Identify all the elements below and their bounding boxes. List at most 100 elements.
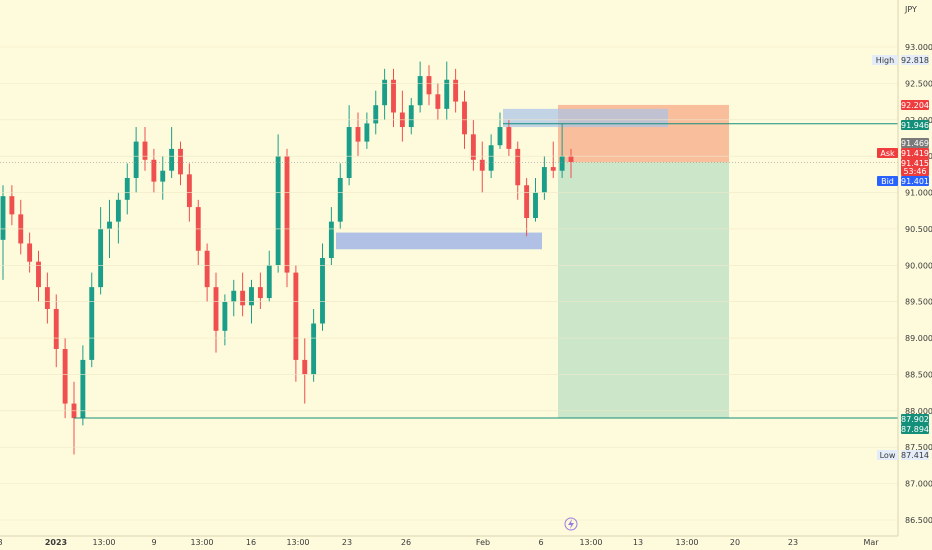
candle-body <box>311 323 317 375</box>
candle-body <box>550 167 556 171</box>
currency-label: JPY <box>904 5 917 14</box>
time-tick-label: 20 <box>730 538 740 547</box>
price-tick-label: 90.500 <box>905 225 932 234</box>
time-tick-label: 13:00 <box>675 538 698 547</box>
ask-label-prefix-bg <box>877 148 898 158</box>
resistance-label: 91.946 <box>901 121 929 130</box>
resistance-label-bg <box>901 120 929 130</box>
candle-body <box>124 177 130 200</box>
target-label: 87.902 <box>901 415 929 424</box>
candle-body <box>541 167 547 193</box>
candle-body <box>373 105 379 124</box>
candle-body <box>568 156 574 162</box>
candle-body <box>80 359 86 419</box>
time-tick-label: 6 <box>538 538 543 547</box>
target2-label-bg <box>901 424 929 434</box>
candle-body <box>435 94 441 109</box>
low-label-bg <box>901 450 929 460</box>
last-label: 91.469 <box>901 139 929 148</box>
time-tick-label: 13 <box>633 538 643 547</box>
candle-body <box>479 159 485 171</box>
candle-body <box>160 170 166 182</box>
demand-zone[interactable] <box>336 232 542 250</box>
target-label-bg <box>901 414 929 424</box>
candle-body <box>27 243 33 262</box>
candle-body <box>293 272 299 360</box>
ask-label-prefix: Ask <box>880 149 895 158</box>
low-label-prefix: Low <box>880 451 896 460</box>
price-tick-label: 92.500 <box>905 79 932 88</box>
candle-body <box>470 134 476 160</box>
candle-body <box>36 261 41 288</box>
candle-body <box>231 290 237 302</box>
candle-body <box>178 148 183 175</box>
time-tick-label: 23 <box>788 538 798 547</box>
price-tick-label: 86.500 <box>905 516 932 525</box>
candle-body <box>213 287 219 331</box>
candle-body <box>426 76 432 95</box>
candle-body <box>133 141 139 178</box>
candle-body <box>169 148 175 171</box>
high-label: 92.818 <box>901 56 929 65</box>
candle-body <box>98 228 104 288</box>
candle-body <box>142 141 148 160</box>
candles-layer <box>0 61 574 455</box>
time-tick-label: 23 <box>342 538 352 547</box>
time-tick-label: 13:00 <box>190 538 213 547</box>
candle-body <box>506 127 512 149</box>
candle-body <box>275 156 281 266</box>
candle-body <box>53 308 59 349</box>
candle-body <box>497 127 503 146</box>
candle-body <box>9 196 15 215</box>
price-tick-label: 89.000 <box>905 334 932 343</box>
low-label: 87.414 <box>901 451 929 460</box>
candle-body <box>444 79 450 109</box>
candle-body <box>355 127 361 142</box>
stop-label: 92.204 <box>901 101 929 110</box>
candle-body <box>453 79 459 102</box>
candle-body <box>89 287 95 360</box>
high-label-bg <box>901 55 929 65</box>
candle-body <box>107 221 112 229</box>
price-tick-label: 88.000 <box>905 407 932 416</box>
take-profit-zone[interactable] <box>558 162 729 418</box>
price-tick-label: 87.000 <box>905 480 932 489</box>
candle-body <box>417 76 423 106</box>
replay-icon[interactable] <box>564 517 578 531</box>
candle-body <box>257 287 263 299</box>
candle-body <box>204 250 210 288</box>
candle-body <box>284 156 290 273</box>
high-label-prefix: High <box>876 56 894 65</box>
time-tick-label: Mar <box>863 538 879 547</box>
time-tick-label: 13:00 <box>92 538 115 547</box>
time-tick-label: 13:00 <box>579 538 602 547</box>
candle-body <box>115 199 121 222</box>
time-tick-label: 9 <box>151 538 156 547</box>
bid-label-bg <box>901 176 929 186</box>
candle-body <box>524 185 530 219</box>
bid-label-prefix-bg <box>877 176 898 186</box>
time-tick-label: 8 <box>0 538 3 547</box>
candle-body <box>151 159 157 182</box>
supply-zone[interactable] <box>503 108 668 128</box>
price-tick-label: 93.000 <box>905 43 932 52</box>
time-tick-label: 2023 <box>45 538 67 547</box>
time-axis[interactable]: 8202313:00913:001613:002326Feb613:001313… <box>0 538 879 547</box>
target2-label: 87.894 <box>901 425 929 434</box>
countdown-label-bg <box>901 166 929 176</box>
price-label-bg <box>901 158 929 168</box>
bid-label: 91.401 <box>901 177 929 186</box>
candle-body <box>364 123 370 142</box>
price-label: 91.415 <box>901 159 929 168</box>
time-tick-label: Feb <box>476 538 490 547</box>
price-tick-label: 88.500 <box>905 370 932 379</box>
bid-label-prefix: Bid <box>881 177 894 186</box>
candle-body <box>62 348 68 404</box>
candle-body <box>302 359 308 375</box>
price-axis[interactable]: 93.00092.50092.00091.50091.00090.50090.0… <box>0 43 932 525</box>
price-tick-label: 91.000 <box>905 189 932 198</box>
